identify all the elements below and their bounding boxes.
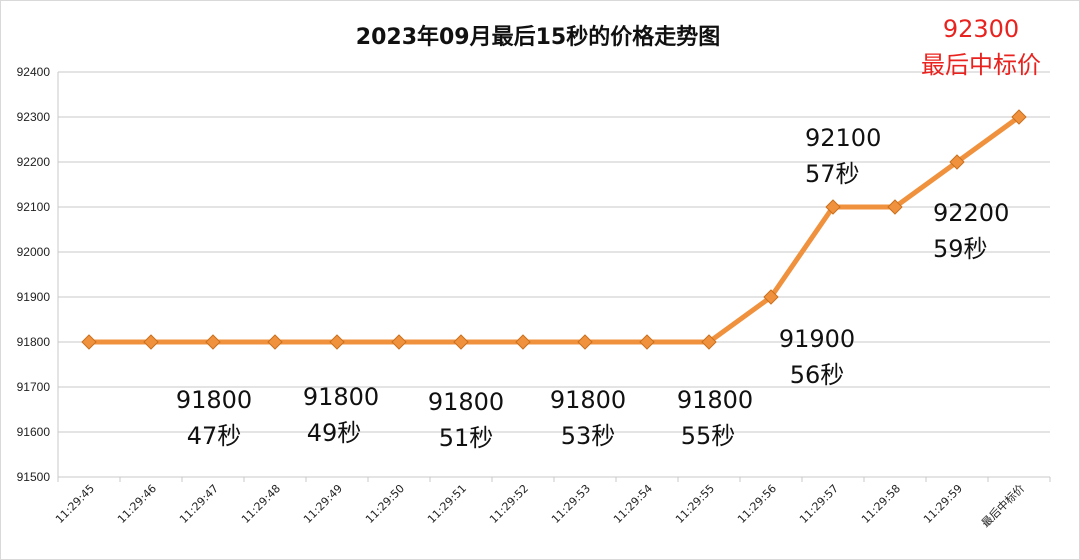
x-tick-label: 最后中标价 xyxy=(978,481,1027,530)
data-point-marker xyxy=(763,289,779,305)
data-point-marker xyxy=(205,334,221,350)
series-line xyxy=(86,114,1022,345)
data-point-marker xyxy=(81,334,97,350)
y-tick-label: 91600 xyxy=(17,425,51,439)
series-markers xyxy=(81,109,1027,350)
x-tick-label: 11:29:57 xyxy=(797,482,841,526)
annotation-49-time: 49秒 xyxy=(307,419,362,447)
x-tick-label: 11:29:55 xyxy=(673,482,717,526)
annotation-55-time: 55秒 xyxy=(681,422,736,450)
x-axis-tick-labels: 11:29:45 11:29:46 11:29:47 11:29:48 11:29:49… xyxy=(53,481,1027,530)
annotation-47-price: 91800 xyxy=(176,386,252,414)
annotation-53-time: 53秒 xyxy=(561,422,616,450)
annotation-53-price: 91800 xyxy=(550,386,626,414)
y-tick-label: 92300 xyxy=(17,110,51,124)
data-point-marker xyxy=(639,334,655,350)
data-point-marker xyxy=(1011,109,1027,125)
x-tick-label: 11:29:56 xyxy=(735,482,779,526)
x-tick-label: 11:29:49 xyxy=(301,482,345,526)
grid-lines xyxy=(57,71,1051,482)
data-point-marker xyxy=(267,334,283,350)
annotation-57-time: 57秒 xyxy=(805,160,860,188)
x-tick-label: 11:29:59 xyxy=(921,482,965,526)
x-tick-label: 11:29:54 xyxy=(611,482,655,526)
series-line-layer xyxy=(86,114,1022,345)
annotation-49-price: 91800 xyxy=(303,383,379,411)
data-point-marker xyxy=(329,334,345,350)
x-tick-label: 11:29:50 xyxy=(363,482,407,526)
y-tick-label: 91900 xyxy=(17,290,51,304)
y-tick-label: 92400 xyxy=(17,65,51,79)
annotation-57-price: 92100 xyxy=(805,124,881,152)
annotation-56-time: 56秒 xyxy=(790,361,845,389)
chart-title: 2023年09月最后15秒的价格走势图 xyxy=(356,24,720,50)
data-point-marker xyxy=(577,334,593,350)
x-tick-label: 11:29:52 xyxy=(487,482,531,526)
x-tick-label: 11:29:53 xyxy=(549,482,593,526)
data-point-marker xyxy=(453,334,469,350)
y-tick-label: 91500 xyxy=(17,470,51,484)
annotation-59-time: 59秒 xyxy=(933,235,988,263)
annotation-51-price: 91800 xyxy=(428,388,504,416)
data-point-marker xyxy=(949,154,965,170)
y-tick-label: 92100 xyxy=(17,200,51,214)
y-tick-label: 91700 xyxy=(17,380,51,394)
data-point-marker xyxy=(143,334,159,350)
x-tick-label: 11:29:48 xyxy=(239,482,283,526)
y-tick-label: 91800 xyxy=(17,335,51,349)
x-tick-label: 11:29:51 xyxy=(425,482,469,526)
y-axis-tick-labels: 91500 91600 91700 91800 91900 92000 92100 92200… xyxy=(17,65,51,484)
data-point-marker xyxy=(701,334,717,350)
data-point-marker xyxy=(391,334,407,350)
y-tick-label: 92000 xyxy=(17,245,51,259)
data-point-marker xyxy=(887,199,903,215)
x-tick-label: 11:29:46 xyxy=(115,482,159,526)
y-tick-label: 92200 xyxy=(17,155,51,169)
annotation-51-time: 51秒 xyxy=(439,424,494,452)
annotation-55-price: 91800 xyxy=(677,386,753,414)
annotation-56-price: 91900 xyxy=(779,325,855,353)
x-tick-label: 11:29:58 xyxy=(859,482,903,526)
data-point-marker xyxy=(825,199,841,215)
annotation-47-time: 47秒 xyxy=(187,422,242,450)
final-annotation-label: 最后中标价 xyxy=(921,51,1041,79)
final-annotation-price: 92300 xyxy=(943,15,1019,43)
x-tick-label: 11:29:47 xyxy=(177,482,221,526)
data-point-marker xyxy=(515,334,531,350)
annotation-59-price: 92200 xyxy=(933,199,1009,227)
data-annotations: 91800 47秒 91800 49秒 91800 51秒 91800 53秒 … xyxy=(176,15,1041,452)
x-tick-label: 11:29:45 xyxy=(53,482,97,526)
